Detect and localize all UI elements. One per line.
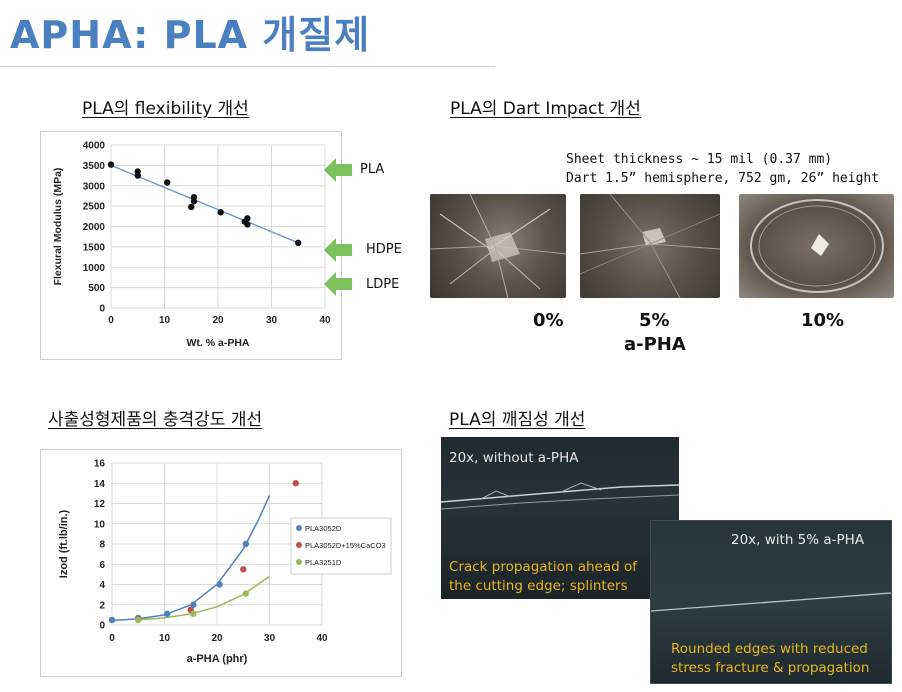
marker-hdpe: HDPE — [366, 242, 402, 257]
data-point — [242, 590, 250, 597]
legend-marker — [296, 559, 302, 565]
dart-photo-0pct — [430, 194, 566, 298]
x-tick-label: 40 — [316, 633, 328, 644]
y-tick-label: 0 — [99, 621, 105, 632]
x-tick-label: 0 — [109, 633, 115, 644]
micro-with-caption-2: stress fracture & propagation — [671, 660, 870, 676]
y-tick-label: 6 — [99, 560, 105, 571]
data-point — [190, 193, 198, 201]
dart-label-5pct: 5% — [639, 310, 670, 331]
data-point — [190, 601, 197, 608]
y-tick-label: 8 — [99, 540, 105, 551]
x-tick-label: 10 — [159, 315, 171, 326]
dart-label-10pct: 10% — [801, 310, 845, 331]
legend-marker — [296, 525, 302, 531]
x-tick-label: 0 — [108, 315, 114, 326]
micro-photo-without: 20x, without a-PHA Crack propagation ahe… — [441, 437, 679, 599]
y-tick-label: 3000 — [83, 181, 106, 192]
legend-label: PLA3052D — [305, 524, 342, 533]
heading-flexibility: PLA의 flexibility 개선 — [82, 99, 249, 119]
heading-brittleness: PLA의 깨짐성 개선 — [449, 410, 586, 430]
dart-note-thickness: Sheet thickness ~ 15 mil (0.37 mm) — [566, 152, 833, 167]
legend-marker — [296, 542, 302, 548]
x-tick-label: 30 — [266, 315, 278, 326]
arrow-left-icon — [324, 238, 352, 262]
micro-with-title: 20x, with 5% a-PHA — [731, 532, 865, 548]
title-divider — [0, 66, 495, 67]
marker-pla: PLA — [360, 162, 385, 177]
izod-chart: 0 2 4 6 8 10 12 14 16 0 10 20 30 40 PLA3052D PLA3052D+1… — [58, 459, 392, 665]
data-point — [135, 616, 142, 624]
micro-with-caption-1: Rounded edges with reduced — [671, 641, 868, 657]
y-tick-label: 1500 — [83, 242, 106, 253]
legend-label: PLA3052D+15%CaCO3 — [305, 541, 386, 550]
y-tick-label: 3500 — [83, 161, 106, 172]
legend-label: PLA3251D — [305, 558, 342, 567]
data-point — [295, 239, 302, 246]
y-tick-label: 2500 — [83, 202, 106, 213]
x-axis-label: Wt. % a-PHA — [187, 337, 250, 349]
data-point — [163, 179, 171, 186]
dart-axis-label: a-PHA — [624, 334, 686, 355]
data-point — [217, 209, 224, 216]
data-point — [216, 581, 223, 588]
flex-marker-arrows — [324, 158, 352, 296]
x-axis-label: a-PHA (phr) — [187, 653, 248, 665]
trend-curve — [138, 575, 270, 621]
data-point — [244, 215, 251, 222]
trend-line — [110, 164, 299, 244]
x-tick-label: 40 — [319, 315, 331, 326]
flex-chart-panel: 0 500 1000 1500 2000 2500 3000 3500 4000 0 10 20 30 4… — [40, 131, 342, 360]
y-tick-label: 4000 — [83, 141, 106, 152]
dart-photo-10pct — [739, 194, 894, 298]
arrow-left-icon — [324, 158, 352, 182]
data-point — [240, 566, 247, 573]
heading-izod: 사출성형제품의 충격강도 개선 — [48, 410, 263, 430]
izod-chart-panel: 0 2 4 6 8 10 12 14 16 0 10 20 30 40 PLA3052D PLA3052D+1… — [40, 449, 402, 677]
data-point — [242, 540, 250, 548]
page-title: APHA: PLA 개질제 — [10, 13, 371, 57]
y-axis-label: Izod (ft.lb/in.) — [58, 509, 70, 578]
micro-photo-with: 20x, with 5% a-PHA Rounded edges with re… — [650, 520, 892, 684]
data-point — [163, 610, 171, 618]
dart-note-dart: Dart 1.5” hemisphere, 752 gm, 26” height — [566, 171, 880, 186]
micro-without-title: 20x, without a-PHA — [449, 450, 579, 466]
x-tick-label: 20 — [211, 633, 223, 644]
y-tick-label: 4 — [99, 580, 105, 591]
flex-modulus-chart: 0 500 1000 1500 2000 2500 3000 3500 4000 0 10 20 30 4… — [52, 141, 331, 350]
data-point — [134, 172, 141, 179]
data-point — [244, 221, 251, 228]
trend-curve — [111, 495, 271, 622]
y-tick-label: 2 — [99, 600, 105, 611]
micro-without-caption-2: the cutting edge; splinters — [449, 578, 628, 594]
y-tick-label: 0 — [99, 304, 105, 315]
data-point — [190, 610, 197, 618]
y-tick-label: 16 — [94, 459, 106, 470]
y-tick-label: 1000 — [83, 263, 106, 274]
y-tick-label: 10 — [94, 519, 106, 530]
heading-dart-impact: PLA의 Dart Impact 개선 — [450, 99, 641, 119]
y-axis-label: Flexural Modulus (MPa) — [52, 168, 64, 286]
data-point — [292, 480, 299, 487]
data-point — [108, 616, 116, 624]
legend-box — [290, 517, 392, 575]
y-tick-label: 500 — [88, 283, 105, 294]
y-tick-label: 14 — [94, 479, 106, 490]
arrow-left-icon — [324, 272, 352, 296]
micro-without-caption-1: Crack propagation ahead of — [449, 559, 637, 575]
dart-photo-5pct — [580, 194, 720, 298]
x-tick-label: 30 — [264, 633, 276, 644]
y-tick-label: 2000 — [83, 222, 106, 233]
x-tick-label: 20 — [212, 315, 224, 326]
data-point — [107, 161, 115, 168]
x-tick-label: 10 — [159, 633, 171, 644]
dart-label-0pct: 0% — [533, 310, 564, 331]
data-point — [188, 203, 195, 211]
marker-ldpe: LDPE — [366, 277, 400, 292]
y-tick-label: 12 — [94, 499, 106, 510]
